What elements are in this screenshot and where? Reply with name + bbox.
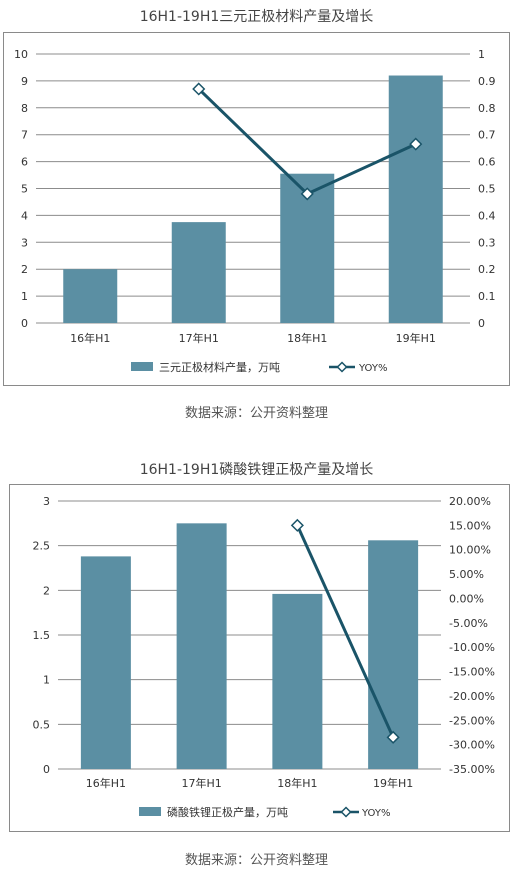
y-right-tick-label: 15.00% [449,519,491,532]
y-right-tick-label: 0.6 [478,156,496,169]
bar [171,222,226,323]
y-left-tick-label: 3 [21,236,28,249]
y-left-tick-label: 3 [43,495,50,508]
legend-bar-swatch [131,362,153,371]
y-right-tick-label: 0.3 [478,236,496,249]
x-tick-label: 17年H1 [181,776,221,790]
bar [63,269,118,323]
y-left-tick-label: 1 [21,290,28,303]
y-left-tick-label: 0 [43,763,50,776]
y-left-tick-label: 0 [21,317,28,330]
y-left-tick-label: 10 [14,48,28,61]
yoy-marker [290,518,304,532]
y-left-tick-label: 6 [21,156,28,169]
chart-2-title: 16H1-19H1磷酸铁锂正极产量及增长 [139,462,374,478]
y-right-tick-label: -30.00% [449,739,495,752]
y-left-tick-label: 4 [21,209,28,222]
y-right-tick-label: -10.00% [449,641,495,654]
y-right-tick-label: 20.00% [449,495,491,508]
y-right-tick-label: 5.00% [449,568,484,581]
yoy-line [296,524,395,738]
x-tick-label: 18年H1 [287,331,327,345]
bar [176,523,227,769]
y-right-tick-label: 0.4 [478,209,496,222]
legend-bar-label: 磷酸铁锂正极产量，万吨 [167,805,288,819]
legend-line-label: YOY% [361,808,391,819]
chart-1-source: 数据来源：公开资料整理 [184,406,328,421]
y-right-tick-label: 10.00% [449,544,491,557]
y-left-tick-label: 2 [43,584,50,597]
chart-2-source: 数据来源：公开资料整理 [184,853,328,868]
y-left-tick-label: 2.5 [33,540,51,553]
legend-line-label: YOY% [358,363,388,374]
x-tick-label: 17年H1 [179,331,219,345]
y-right-tick-label: 0 [478,317,485,330]
y-right-tick-label: -5.00% [449,617,488,630]
y-right-tick-label: 0.2 [478,263,496,276]
legend-line-marker [340,806,352,818]
bar [388,75,443,323]
chart-1-frame: 0 1 2 3 4 5 6 7 8 9 10 0 0.1 0.2 0.3 0.4 0.5 0.6 0.7 0.8 0.9… [3,32,510,386]
y-right-tick-label: -20.00% [449,690,495,703]
y-right-tick-label: 0.1 [478,290,496,303]
y-left-tick-label: 1.5 [33,629,51,642]
chart-1-title: 16H1-19H1三元正极材料产量及增长 [139,9,374,25]
y-right-tick-label: 0.8 [478,102,496,115]
y-right-tick-label: -35.00% [449,763,495,776]
legend-bar-swatch [139,807,161,816]
y-left-tick-label: 5 [21,183,28,196]
y-left-tick-label: 0.5 [33,718,51,731]
yoy-marker [300,187,314,201]
yoy-marker [386,730,400,744]
y-right-tick-label: 0.5 [478,183,496,196]
bar [80,556,131,769]
bar [272,593,323,769]
y-right-tick-label: 0.7 [478,129,496,142]
y-left-tick-label: 8 [21,102,28,115]
y-right-tick-label: 1 [478,48,485,61]
y-right-tick-label: -25.00% [449,714,495,727]
legend-line-marker [336,361,348,373]
y-left-tick-label: 7 [21,129,28,142]
legend-bar-label: 三元正极材料产量，万吨 [159,360,280,374]
yoy-marker [192,82,206,96]
x-tick-label: 19年H1 [396,331,436,345]
y-right-tick-label: 0.9 [478,75,496,88]
x-tick-label: 18年H1 [277,776,317,790]
y-right-tick-label: 0.00% [449,592,484,605]
x-tick-label: 16年H1 [70,331,110,345]
y-left-tick-label: 2 [21,263,28,276]
y-right-tick-label: -15.00% [449,666,495,679]
y-left-tick-label: 9 [21,75,28,88]
chart-2-frame: 0 0.5 1 1.5 2 2.5 3 -35.00% -30.00% -25.00% -20.00… [9,484,510,832]
chart-1-plot: 0 1 2 3 4 5 6 7 8 9 10 0 0.1 0.2 0.3 0.4 0.5 0.6 0.7 0.8 0.9… [14,48,496,374]
y-left-tick-label: 1 [43,674,50,687]
chart-2-plot: 0 0.5 1 1.5 2 2.5 3 -35.00% -30.00% -25.00% -20.00… [33,495,495,819]
yoy-marker [409,137,423,151]
x-tick-label: 16年H1 [86,776,126,790]
x-tick-label: 19年H1 [373,776,413,790]
